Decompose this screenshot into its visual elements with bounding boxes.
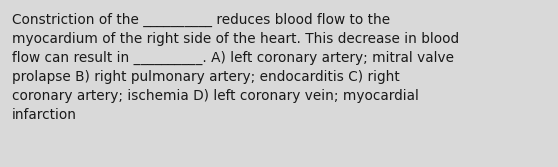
Text: Constriction of the __________ reduces blood flow to the
myocardium of the right: Constriction of the __________ reduces b… [12, 13, 459, 122]
